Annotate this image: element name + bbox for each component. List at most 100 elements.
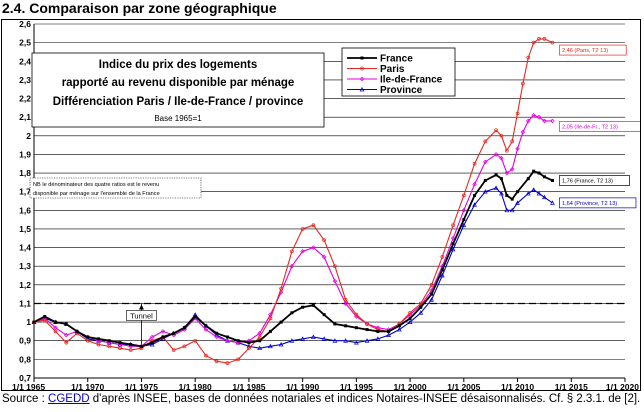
page-title: 2.4. Comparaison par zone géographique xyxy=(2,0,277,16)
data-point xyxy=(499,177,503,181)
data-point xyxy=(257,335,262,339)
end-label-box-france xyxy=(559,175,630,186)
data-point xyxy=(344,324,348,328)
data-point xyxy=(322,238,326,242)
data-point xyxy=(310,334,316,339)
data-point xyxy=(204,324,208,328)
data-point xyxy=(462,218,466,222)
data-point xyxy=(63,332,69,338)
data-point xyxy=(301,305,305,309)
data-point xyxy=(494,128,498,133)
chart-subtitle: Base 1965=1 xyxy=(154,114,202,123)
x-tick-label: 1/1 1995 xyxy=(340,382,373,390)
title-box-frame xyxy=(31,52,325,128)
data-point xyxy=(515,111,520,116)
data-point xyxy=(257,345,263,351)
y-tick-label: 1,5 xyxy=(19,224,31,234)
data-point xyxy=(343,338,349,343)
data-point xyxy=(247,341,251,345)
data-point xyxy=(396,327,402,332)
data-point xyxy=(42,318,47,323)
end-label-box-paris xyxy=(559,44,627,56)
data-point xyxy=(531,187,537,192)
y-tick-label: 2,3 xyxy=(19,75,31,85)
data-point xyxy=(333,322,337,326)
data-point xyxy=(408,310,412,315)
data-point xyxy=(521,81,525,86)
y-tick-label: 2,5 xyxy=(19,38,31,48)
data-point xyxy=(504,207,510,213)
data-point xyxy=(493,185,499,190)
grid xyxy=(34,23,625,360)
y-tick-label: 1,8 xyxy=(19,168,31,178)
legend-item-label: France xyxy=(380,54,413,65)
source-link[interactable]: CGEDD xyxy=(48,393,90,405)
data-point xyxy=(193,315,197,319)
data-point xyxy=(343,301,348,306)
series-line-province xyxy=(33,187,553,349)
data-point xyxy=(300,249,305,254)
data-point xyxy=(107,339,111,343)
data-point xyxy=(472,161,477,166)
data-point xyxy=(419,305,423,309)
y-tick-label: 1,3 xyxy=(19,261,31,271)
data-point xyxy=(225,361,230,365)
data-point xyxy=(439,272,445,278)
x-tick-label: 1/1 1985 xyxy=(232,382,265,390)
data-point xyxy=(364,338,370,343)
data-point xyxy=(509,167,515,172)
end-label-ile-de-france: 2,05 (Ile-de-Fr., T2 13) xyxy=(562,124,618,130)
data-point xyxy=(505,193,509,197)
note-box: NB le dénominateur des quatre ratios est… xyxy=(29,177,202,199)
x-tick-label: 1/1 1980 xyxy=(179,382,212,390)
data-point xyxy=(332,278,338,284)
data-point xyxy=(53,325,58,330)
data-point xyxy=(278,341,284,347)
data-point xyxy=(129,342,133,346)
data-point xyxy=(472,181,477,187)
legend-swatch-marker xyxy=(360,56,364,60)
series-france xyxy=(32,169,554,348)
legend-swatch-marker xyxy=(359,86,365,92)
data-point xyxy=(451,223,455,228)
legend-item-label: Ile-de-France xyxy=(380,75,443,86)
y-tick-label: 1,6 xyxy=(19,205,31,215)
x-tick-label: 1/1 1990 xyxy=(286,382,319,390)
y-tick-label: 1,1 xyxy=(19,298,31,308)
data-point xyxy=(332,338,338,343)
data-point xyxy=(387,329,391,333)
data-point xyxy=(461,193,466,198)
data-point xyxy=(247,346,251,351)
legend-item-label: Province xyxy=(380,85,423,96)
data-point xyxy=(172,331,176,335)
data-point xyxy=(96,342,101,347)
data-point xyxy=(322,313,326,317)
data-point xyxy=(504,170,510,176)
x-tick-label: 1/1 2015 xyxy=(555,382,588,390)
data-point xyxy=(343,297,348,302)
legend-frame xyxy=(341,47,456,97)
data-point xyxy=(225,335,229,339)
data-point xyxy=(128,348,133,352)
data-point xyxy=(149,341,155,347)
data-point xyxy=(215,331,219,335)
data-point xyxy=(493,152,499,157)
y-tick-label: 1,7 xyxy=(19,187,31,197)
data-point xyxy=(515,200,520,205)
data-point xyxy=(257,330,262,336)
data-point xyxy=(418,310,424,315)
x-tick-label: 1/1 2005 xyxy=(447,382,480,390)
x-tick-label: 1/1 1965 xyxy=(12,382,45,390)
end-label-france: 1,76 (France, T2 13) xyxy=(562,179,613,185)
data-point xyxy=(236,357,241,362)
data-point xyxy=(289,338,295,343)
tunnel-label-box xyxy=(126,310,157,321)
data-point xyxy=(472,202,477,207)
data-point xyxy=(365,328,369,332)
note-box-frame xyxy=(29,177,202,199)
tunnel-band: Tunnel xyxy=(34,302,625,347)
series-group xyxy=(31,37,555,365)
data-point xyxy=(509,207,515,213)
data-point xyxy=(407,319,413,324)
y-tick-label: 0,9 xyxy=(19,336,31,346)
